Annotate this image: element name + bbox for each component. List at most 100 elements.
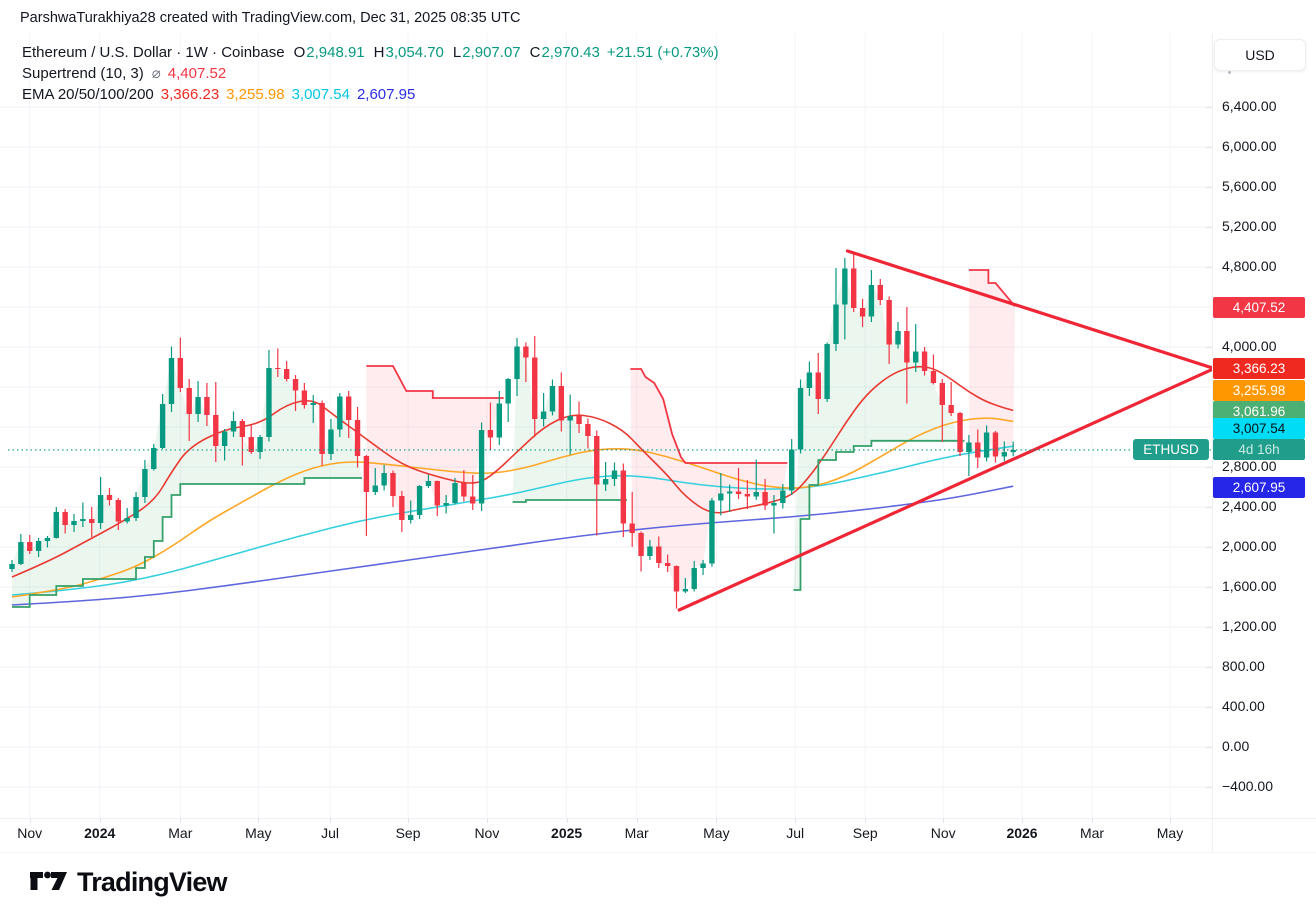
time-tick-mark [486,818,488,823]
price-tick-mark [1206,787,1212,788]
candle [691,568,697,589]
candle [726,491,733,494]
time-tick-label: 2026 [1006,825,1038,841]
supertrend-line [512,499,627,503]
time-tick-label: Jul [321,825,340,841]
candle [27,542,33,551]
currency-toggle-button[interactable]: USD [1214,39,1306,71]
price-tick-mark [1206,747,1212,748]
time-tick-label: 2025 [551,825,583,841]
candle [399,496,405,520]
time-tick-mark [566,818,568,823]
time-tick-label: Sep [395,825,421,841]
candle [735,491,742,494]
candle [124,518,130,522]
price-tick-mark [1206,107,1212,108]
price-tick-mark [1206,587,1212,588]
candle [221,431,228,446]
time-tick-label: Nov [930,825,956,841]
trendline-descending-resistance [845,249,1212,370]
candle [939,383,945,405]
price-tick-label: 400.00 [1222,698,1265,714]
ema100-value-badge: 3,007.54 [1213,417,1305,439]
candle [292,379,299,391]
symbol-title: Ethereum / U.S. Dollar · 1W · Coinbase [22,44,285,61]
price-axis[interactable]: 6,400.00 6,000.00 5,600.00 5,200.00 4,800.00… [1206,0,1316,852]
candle [921,351,928,371]
ema200-value: 2,607.95 [356,86,416,103]
price-tick-mark [1206,707,1212,708]
bar-countdown-badge: 4d 16h [1213,439,1305,460]
candle [71,521,77,525]
price-tick-label: 2,800.00 [1222,458,1277,474]
low-label: L [452,44,462,61]
price-tick-label: 0.00 [1222,738,1250,754]
candle [337,396,343,430]
price-tick-mark [1206,547,1212,548]
time-axis-separator [0,818,1316,819]
candle [62,512,68,525]
time-axis[interactable]: Nov 2024 Mar May Jul Sep Nov 2025 Mar May Jul Sep No… [0,818,1212,852]
candle [106,495,113,500]
candle [957,413,963,452]
candle [549,386,556,412]
ema-legend-row: EMA 20/50/100/200 3,366.23 3,255.98 3,007.5… [22,84,719,105]
candle [257,437,263,452]
candle [647,546,653,556]
candle [771,503,777,506]
candle [496,403,502,438]
price-tick-label: −400.00 [1222,778,1273,794]
candle [159,404,166,448]
time-tick-label: May [245,825,272,841]
price-tick-label: 5,600.00 [1222,178,1277,194]
open-label: O [293,44,306,61]
time-tick-mark [1022,818,1024,823]
ema50-line [11,417,1014,598]
time-tick-label: Mar [624,825,649,841]
candle [709,500,715,564]
candle [186,388,192,414]
price-tick-mark [1206,347,1212,348]
candle [9,564,15,569]
candle [319,403,325,454]
candle [345,396,352,420]
price-tick-label: 4,800.00 [1222,258,1277,274]
chart-legend: Ethereum / U.S. Dollar · 1W · Coinbase O 2… [22,42,719,105]
candle [620,470,627,524]
candle [310,403,316,405]
candle [904,331,910,363]
candle [452,483,458,503]
candle [239,421,246,437]
candle [664,563,671,566]
candle [594,436,600,485]
supertrend-value: 4,407.52 [167,65,227,82]
candle [523,346,529,358]
supertrend-line [968,269,1016,307]
candle [700,563,706,568]
candle [1010,449,1016,453]
price-tick-mark [1206,227,1212,228]
candle [416,486,423,515]
candle [328,429,334,454]
time-tick-mark [29,818,31,823]
ema-title: EMA 20/50/100/200 [22,86,154,103]
candle [425,481,432,486]
candle [151,448,157,469]
time-tick-mark [180,818,182,823]
candle [204,397,210,415]
price-tick-label: 4,000.00 [1222,338,1277,354]
price-tick-mark [1206,507,1212,508]
time-tick-label: May [703,825,730,841]
candle [983,432,990,458]
footer-branding[interactable]: TradingView [28,866,228,899]
candle [877,285,883,300]
candle [611,470,618,479]
candle [682,589,689,592]
price-tick-label: 1,200.00 [1222,618,1277,634]
price-tick-mark [1206,147,1212,148]
candle [753,492,759,497]
candle [443,503,449,506]
close-value: 2,970.43 [541,44,600,61]
